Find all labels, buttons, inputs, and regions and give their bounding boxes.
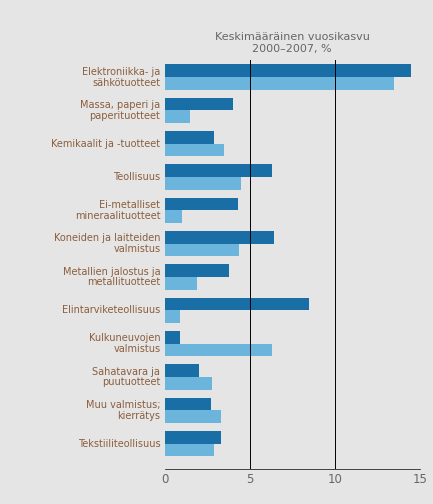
Bar bbox=[165, 444, 214, 457]
Bar bbox=[165, 231, 274, 244]
Bar bbox=[165, 77, 394, 90]
Bar bbox=[165, 198, 238, 211]
Title: Keskimääräinen vuosikasvu
2000–2007, %: Keskimääräinen vuosikasvu 2000–2007, % bbox=[215, 32, 370, 54]
Bar bbox=[165, 310, 180, 323]
Bar bbox=[165, 211, 181, 223]
Bar bbox=[165, 265, 229, 277]
Bar bbox=[165, 298, 309, 310]
Bar bbox=[165, 344, 272, 356]
Bar bbox=[165, 177, 241, 190]
Bar bbox=[165, 398, 210, 410]
Bar bbox=[165, 131, 214, 144]
Bar bbox=[165, 164, 272, 177]
Bar bbox=[165, 410, 221, 423]
Bar bbox=[165, 144, 224, 156]
Bar bbox=[165, 277, 197, 290]
Bar bbox=[165, 364, 199, 377]
Bar bbox=[165, 65, 411, 77]
Bar bbox=[165, 244, 239, 257]
Bar bbox=[165, 431, 221, 444]
Bar bbox=[165, 377, 212, 390]
Bar bbox=[165, 110, 190, 123]
Bar bbox=[165, 98, 233, 110]
Bar bbox=[165, 331, 180, 344]
